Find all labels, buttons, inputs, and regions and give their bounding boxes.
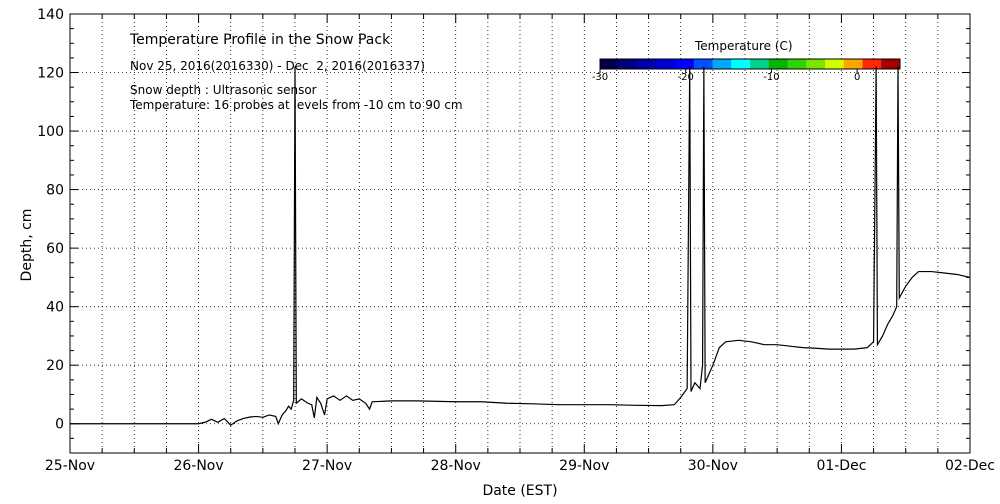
colorbar: Temperature (C) -30 -20 -10 0 [592,39,901,83]
colorbar-cell [637,59,657,69]
colorbar-cell [618,59,638,69]
x-axis-title: Date (EST) [482,483,557,499]
chart-title: Temperature Profile in the Snow Pack [129,32,391,48]
y-tick-label: 100 [37,124,64,140]
colorbar-cell [656,59,676,69]
series-layer [70,66,971,426]
x-tick-label: 26-Nov [173,458,223,474]
series-line-0 [70,66,971,426]
colorbar-ticks: -30 -20 -10 0 [592,69,860,83]
colorbar-cell [825,59,845,69]
annotation-snow-depth: Snow depth : Ultrasonic sensor [130,83,317,97]
annotation-temperature: Temperature: 16 probes at levels from -1… [129,98,463,112]
colorbar-cell [806,59,826,69]
y-tick-label: 20 [46,358,64,374]
colorbar-tick-label: -30 [592,72,608,83]
colorbar-cell [750,59,770,69]
colorbar-tick-label: -10 [763,72,779,83]
y-axis-title: Depth, cm [19,209,35,282]
colorbar-frame [599,58,901,70]
colorbar-cell [787,59,807,69]
colorbar-tick-label: 0 [854,72,860,83]
colorbar-cell [768,59,788,69]
y-tick-label: 60 [46,241,64,257]
x-tick-label: 30-Nov [688,458,738,474]
x-tick-label: 28-Nov [431,458,481,474]
colorbar-cell [693,59,713,69]
colorbar-cell [600,59,620,69]
chart-subtitle: Nov 25, 2016(2016330) - Dec 2, 2016(2016… [130,59,425,73]
y-tick-label: 0 [55,417,64,433]
y-tick-label: 140 [37,7,64,23]
y-tick-label: 40 [46,300,64,316]
colorbar-cell [731,59,751,69]
colorbar-tick-label: -20 [678,72,694,83]
grid-layer [70,14,970,453]
x-tick-label: 25-Nov [45,458,95,474]
colorbar-cell [675,59,695,69]
colorbar-cell [843,59,863,69]
x-tick-label: 29-Nov [559,458,609,474]
plot-frame [69,13,971,454]
y-tick-label: 120 [37,66,64,82]
annotations: Temperature Profile in the Snow Pack Nov… [129,32,463,112]
y-tick-label: 80 [46,183,64,199]
x-tick-label: 01-Dec [816,458,866,474]
axis-ticks: 0 20 40 60 80 100 120 140 25-Nov 26-Nov 27-Nov 28-N… [37,7,995,474]
x-tick-label: 02-Dec [945,458,995,474]
colorbar-cells [600,59,901,69]
colorbar-cell [862,59,882,69]
colorbar-cell [881,59,901,69]
x-tick-label: 27-Nov [302,458,352,474]
colorbar-cell [712,59,732,69]
colorbar-title: Temperature (C) [694,39,793,53]
